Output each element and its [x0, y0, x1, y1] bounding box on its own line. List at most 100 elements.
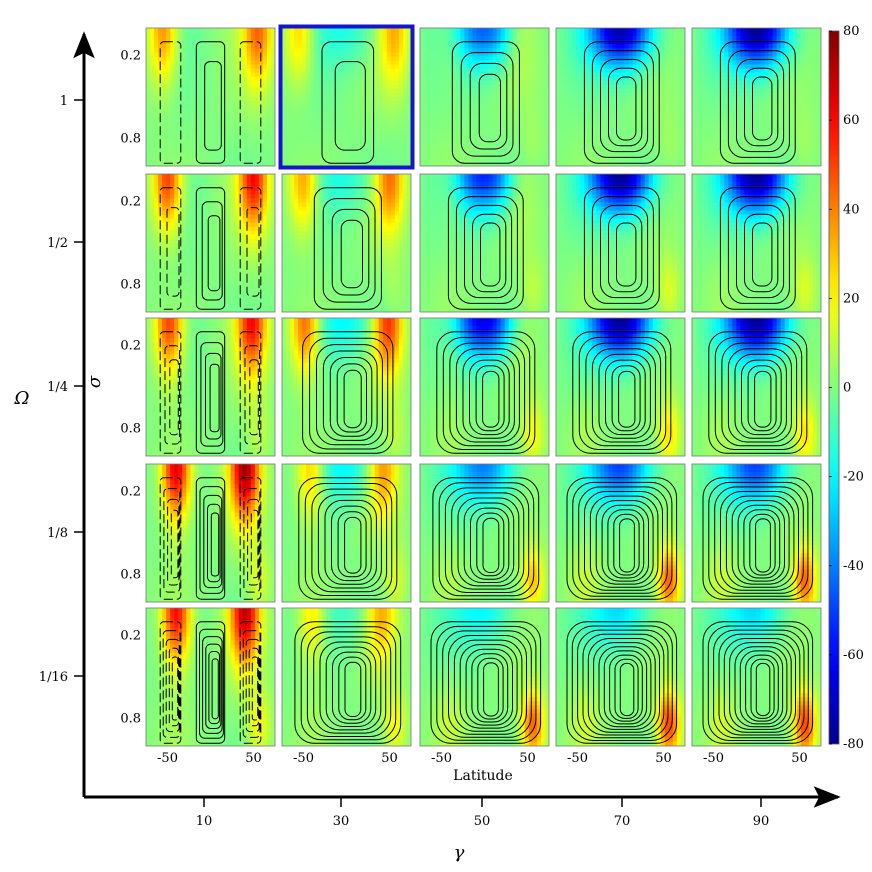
heatmap-cell — [532, 121, 538, 127]
heatmap-cell — [448, 32, 453, 37]
heatmap-cell — [190, 36, 195, 41]
heatmap-cell — [532, 64, 538, 70]
heatmap-cell — [420, 125, 425, 131]
heatmap-cell — [226, 125, 232, 131]
heatmap-cell — [620, 76, 626, 82]
heatmap-cell — [480, 28, 486, 33]
streamline-contour — [451, 41, 520, 164]
heatmap-cell — [358, 97, 364, 102]
heatmap-cell — [480, 40, 486, 45]
heatmap-cell — [668, 133, 674, 139]
heatmap-cell — [358, 137, 364, 143]
heatmap-cell — [366, 72, 372, 78]
heatmap-cell — [338, 157, 344, 163]
heatmap-cell — [612, 80, 618, 86]
heatmap-cell — [544, 92, 549, 98]
heatmap-cell — [608, 72, 614, 78]
heatmap-cell — [390, 52, 396, 58]
heatmap-cell — [800, 40, 806, 45]
heatmap-cell — [484, 149, 490, 155]
heatmap-cell — [266, 28, 272, 33]
heatmap-cell — [560, 149, 565, 155]
heatmap-cell — [804, 88, 810, 94]
heatmap-cell — [424, 141, 429, 147]
heatmap-cell — [358, 101, 364, 106]
heatmap-cell — [374, 121, 380, 127]
heatmap-cell — [636, 68, 642, 74]
heatmap-cell — [784, 60, 790, 66]
heatmap-cell — [456, 64, 461, 70]
heatmap-cell — [318, 133, 323, 139]
heatmap-cell — [676, 133, 682, 139]
heatmap-cell — [704, 88, 709, 94]
heatmap-cell — [402, 28, 408, 33]
heatmap-cell — [382, 133, 388, 139]
heatmap-cell — [226, 44, 232, 49]
heatmap-cell — [616, 32, 622, 37]
heatmap-cell — [652, 129, 658, 135]
heatmap-cell — [560, 56, 565, 62]
heatmap-cell — [186, 149, 191, 155]
heatmap-cell — [520, 44, 526, 49]
heatmap-cell — [520, 76, 526, 82]
heatmap-cell — [198, 157, 204, 163]
heatmap-cell — [768, 28, 774, 33]
heatmap-cell — [290, 97, 295, 102]
heatmap-cell — [282, 80, 287, 86]
heatmap-cell — [436, 72, 441, 78]
heatmap-cell — [262, 52, 268, 58]
heatmap-cell — [556, 105, 561, 110]
heatmap-cell — [374, 105, 380, 110]
heatmap-cell — [532, 129, 538, 135]
heatmap-cell — [612, 56, 618, 62]
heatmap-cell — [366, 36, 372, 41]
heatmap-cell — [528, 68, 534, 74]
heatmap-cell — [330, 141, 336, 147]
heatmap-cell — [246, 145, 252, 151]
heatmap-cell — [322, 44, 327, 49]
heatmap-cell — [612, 137, 618, 143]
heatmap-cell — [386, 72, 392, 78]
heatmap-cell — [250, 149, 256, 155]
heatmap-cell — [564, 149, 569, 155]
heatmap-cell — [544, 52, 549, 58]
heatmap-cell — [604, 109, 610, 114]
heatmap-cell — [512, 145, 518, 151]
heatmap-cell — [756, 97, 762, 102]
heatmap-cell — [808, 36, 814, 41]
heatmap-cell — [310, 48, 315, 53]
heatmap-cell — [174, 60, 179, 66]
heatmap-cell — [520, 137, 526, 143]
heatmap-cell — [218, 40, 224, 45]
heatmap-cell — [648, 125, 654, 131]
heatmap-cell — [174, 109, 179, 114]
heatmap-cell — [572, 32, 577, 37]
heatmap-cell — [536, 32, 542, 37]
heatmap-cell — [612, 72, 618, 78]
heatmap-cell — [692, 32, 697, 37]
heatmap-cell — [444, 105, 449, 110]
heatmap-cell — [460, 72, 465, 78]
heatmap-cell — [460, 48, 465, 53]
heatmap-cell — [460, 40, 465, 45]
heatmap-cell — [182, 48, 187, 53]
heatmap-cell — [616, 157, 622, 163]
heatmap-cell — [266, 44, 272, 49]
heatmap-cell — [716, 92, 721, 98]
heatmap-cell — [424, 105, 429, 110]
heatmap-cell — [600, 101, 605, 106]
heatmap-cell — [628, 76, 634, 82]
heatmap-cell — [234, 157, 240, 163]
heatmap-cell — [576, 125, 581, 131]
heatmap-cell — [624, 125, 630, 131]
heatmap-cell — [488, 48, 494, 53]
heatmap-cell — [198, 84, 204, 90]
heatmap-cell — [444, 97, 449, 102]
heatmap-cell — [226, 153, 232, 159]
heatmap-cell — [804, 40, 810, 45]
heatmap-cell — [246, 88, 252, 94]
heatmap-cell — [736, 36, 741, 41]
heatmap-cell — [480, 109, 486, 114]
heatmap-cell — [596, 97, 601, 102]
heatmap-cell — [254, 44, 260, 49]
